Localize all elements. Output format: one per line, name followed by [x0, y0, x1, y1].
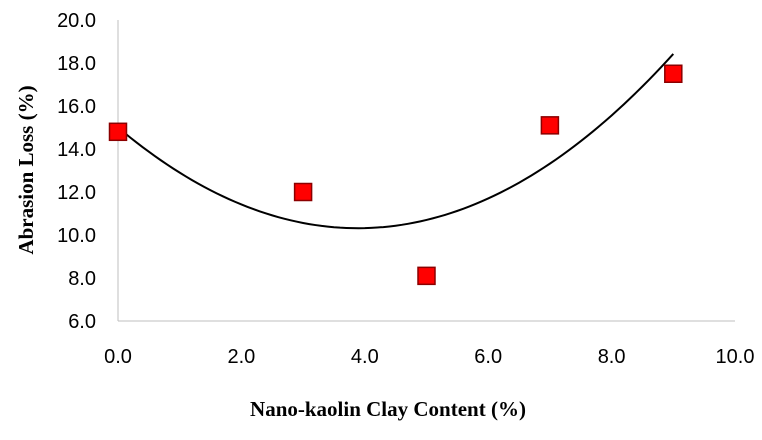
x-tick-label: 10.0	[716, 346, 755, 368]
y-tick-label: 12.0	[57, 182, 96, 204]
x-tick-label: 8.0	[598, 346, 626, 368]
y-tick-labels: 6.0 8.0 10.0 12.0 14.0 16.0 18.0 20.0	[57, 10, 96, 333]
y-tick-label: 18.0	[57, 53, 96, 75]
y-tick-label: 14.0	[57, 139, 96, 161]
x-tick-label: 2.0	[227, 346, 255, 368]
y-tick-label: 6.0	[68, 311, 96, 333]
y-tick-label: 8.0	[68, 268, 96, 290]
plot-area: 6.0 8.0 10.0 12.0 14.0 16.0 18.0 20.0 0.0 2.0 4.0…	[57, 10, 754, 368]
y-tick-label: 10.0	[57, 225, 96, 247]
data-point	[540, 116, 560, 135]
x-tick-labels: 0.0 2.0 4.0 6.0 8.0 10.0	[104, 346, 754, 368]
x-tick-label: 4.0	[351, 346, 379, 368]
x-tick-label: 0.0	[104, 346, 132, 368]
y-axis-title: Abrasion Loss (%)	[14, 85, 38, 254]
y-tick-label: 16.0	[57, 96, 96, 118]
data-point	[417, 266, 436, 286]
data-point	[664, 64, 683, 83]
y-tick-label: 20.0	[57, 10, 96, 32]
data-points	[108, 64, 683, 286]
trendline	[117, 53, 675, 230]
x-tick-label: 6.0	[474, 346, 502, 368]
x-axis-title: Nano-kaolin Clay Content (%)	[250, 397, 526, 421]
data-point	[293, 182, 313, 202]
data-point	[108, 122, 128, 142]
